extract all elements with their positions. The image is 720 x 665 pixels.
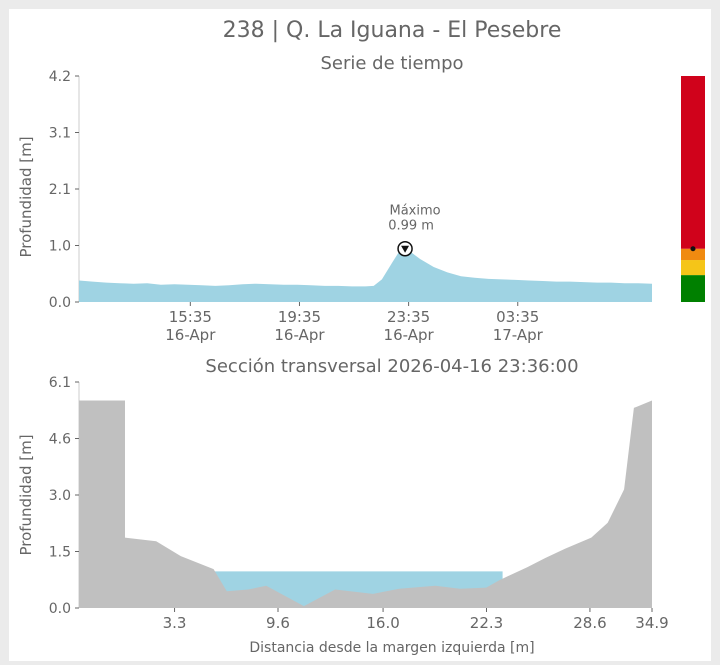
- cross-section-chart: Sección transversal 2026-04-16 23:36:00 …: [17, 356, 669, 656]
- timeseries-x-tick-date: 16-Apr: [274, 326, 325, 344]
- channel-bed-area: [79, 400, 652, 608]
- timeseries-y-tick-label: 2.1: [49, 182, 71, 198]
- timeseries-area: [79, 248, 652, 302]
- current-level-marker: [690, 246, 696, 252]
- cross-section-title: Sección transversal 2026-04-16 23:36:00: [205, 356, 578, 377]
- cross-section-y-tick-label: 4.6: [49, 432, 71, 448]
- timeseries-y-tick-label: 1.0: [49, 239, 71, 255]
- chart-card: 238 | Q. La Iguana - El Pesebre Serie de…: [9, 9, 711, 661]
- timeseries-x-ticks: 15:3516-Apr19:3516-Apr23:3516-Apr03:3517…: [165, 302, 544, 344]
- cross-section-x-ticks: 3.3 9.6 16.0 22.3 28.6 34.9: [163, 608, 669, 632]
- cross-section-ylabel: Profundidad [m]: [17, 434, 35, 555]
- timeseries-x-tick-date: 17-Apr: [493, 326, 544, 344]
- threshold-level-bar: [681, 76, 705, 302]
- timeseries-x-tick-time: 23:35: [387, 308, 430, 326]
- cross-section-y-tick-label: 6.1: [49, 375, 71, 391]
- cross-section-y-tick-label: 0.0: [49, 601, 71, 617]
- cross-section-x-tick-label: 9.6: [266, 614, 290, 632]
- timeseries-title: Serie de tiempo: [320, 53, 463, 74]
- threshold-level-segment: [681, 275, 705, 302]
- max-annotation: Máximo 0.99 m: [388, 204, 441, 257]
- timeseries-chart: Serie de tiempo Profundidad [m] 0.0 1.0 2.…: [17, 53, 705, 344]
- timeseries-ylabel: Profundidad [m]: [17, 136, 35, 257]
- cross-section-x-tick-label: 22.3: [470, 614, 503, 632]
- timeseries-x-tick-time: 19:35: [278, 308, 321, 326]
- cross-section-y-tick-label: 1.5: [49, 545, 71, 561]
- cross-section-x-tick-label: 34.9: [635, 614, 668, 632]
- max-annotation-label: Máximo: [390, 204, 441, 219]
- threshold-level-segment: [681, 260, 705, 276]
- figure-title: 238 | Q. La Iguana - El Pesebre: [223, 18, 562, 43]
- cross-section-x-tick-label: 3.3: [163, 614, 187, 632]
- timeseries-y-tick-label: 4.2: [49, 69, 71, 85]
- max-marker-icon: [397, 240, 413, 257]
- threshold-level-segment: [681, 76, 705, 249]
- timeseries-x-tick-date: 16-Apr: [384, 326, 435, 344]
- max-annotation-value: 0.99 m: [388, 219, 434, 234]
- threshold-level-segment: [681, 248, 705, 261]
- cross-section-y-tick-label: 3.0: [49, 488, 71, 504]
- timeseries-y-tick-label: 3.1: [49, 126, 71, 142]
- timeseries-x-tick-time: 03:35: [496, 308, 539, 326]
- timeseries-x-tick-date: 16-Apr: [165, 326, 216, 344]
- cross-section-x-tick-label: 28.6: [573, 614, 606, 632]
- chart-figure: 238 | Q. La Iguana - El Pesebre Serie de…: [17, 18, 705, 656]
- cross-section-x-tick-label: 16.0: [366, 614, 399, 632]
- timeseries-y-ticks: 0.0 1.0 2.1 3.1 4.2: [49, 69, 79, 311]
- cross-section-xlabel: Distancia desde la margen izquierda [m]: [249, 640, 534, 656]
- max-marker-triangle: [401, 245, 410, 253]
- timeseries-x-tick-time: 15:35: [169, 308, 212, 326]
- timeseries-y-tick-label: 0.0: [49, 295, 71, 311]
- cross-section-y-ticks: 0.0 1.5 3.0 4.6 6.1: [49, 375, 79, 617]
